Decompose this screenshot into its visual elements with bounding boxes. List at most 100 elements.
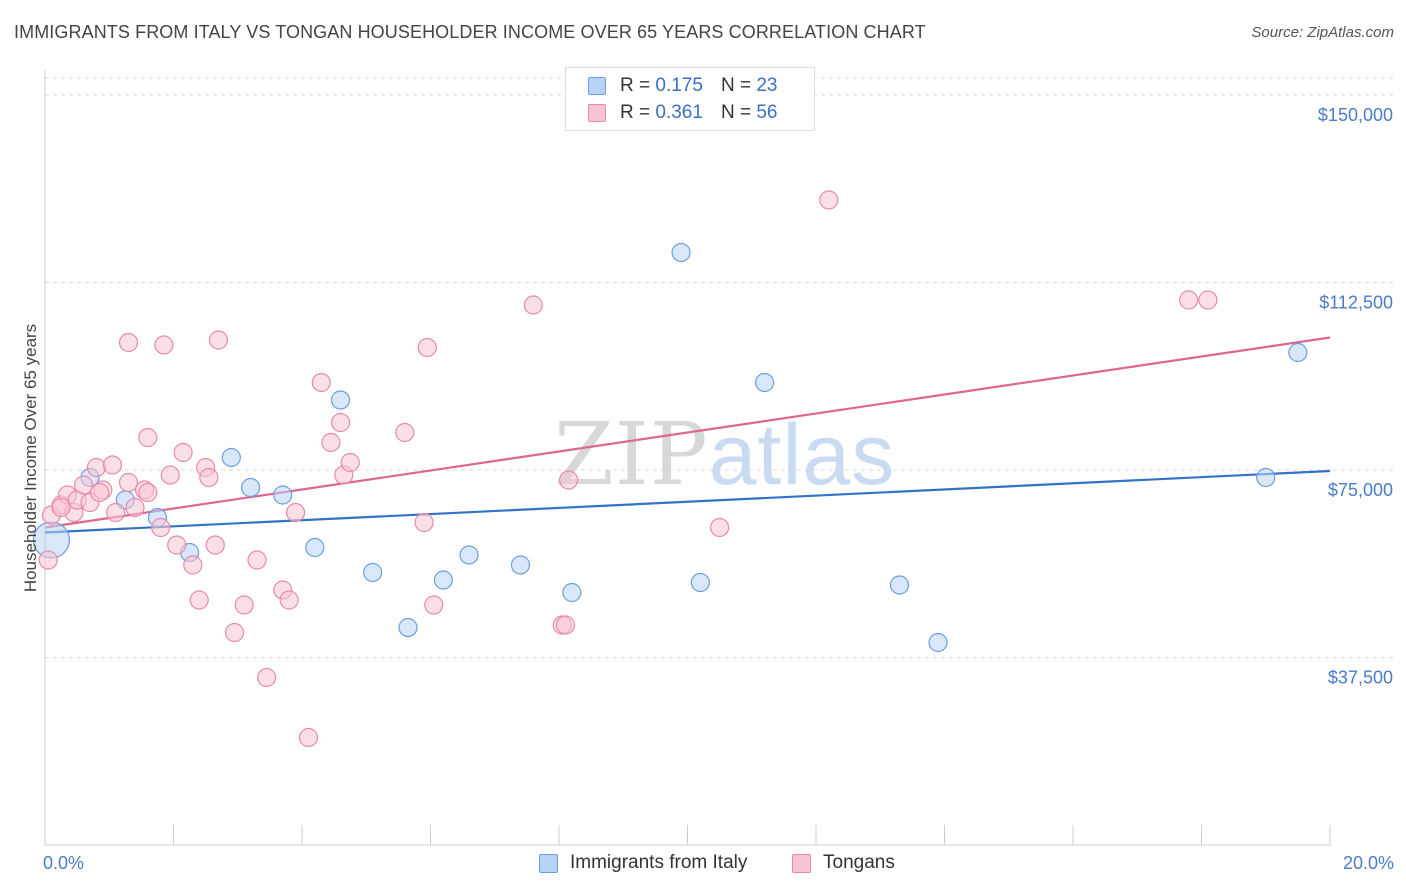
point-italy — [928, 632, 948, 653]
point-tongan — [330, 412, 351, 433]
x-tick-label: 0.0% — [43, 853, 84, 873]
point-tongan — [38, 550, 58, 570]
chart-title: IMMIGRANTS FROM ITALY VS TONGAN HOUSEHOL… — [14, 22, 926, 42]
point-tongan — [710, 517, 730, 538]
legend-item-italy[interactable]: Immigrants from Italy — [539, 852, 747, 874]
point-tongan — [321, 432, 341, 453]
legend-row-tongan: R = 0.361 N = 56 — [588, 101, 777, 125]
point-italy — [671, 242, 691, 263]
point-tongan — [247, 550, 267, 570]
point-tongan — [208, 330, 229, 350]
y-tick-label: $112,500 — [1319, 293, 1393, 313]
point-italy — [510, 555, 531, 575]
source-link[interactable]: ZipAtlas.com — [1307, 24, 1394, 41]
point-italy — [562, 582, 582, 603]
point-tongan — [118, 332, 139, 353]
y-tick-label: $37,500 — [1328, 668, 1393, 688]
legend-swatch-tongan — [792, 853, 811, 873]
source-credit: Source: ZipAtlas.com — [1251, 24, 1394, 41]
legend-item-tongan[interactable]: Tongans — [792, 852, 895, 874]
legend-n-label: N = — [720, 102, 752, 123]
point-italy — [273, 485, 293, 505]
legend-r-value: 0.361 — [655, 102, 703, 123]
point-italy — [690, 572, 710, 593]
y-tick-label: $150,000 — [1318, 105, 1393, 125]
axis-labels: $37,500 $75,000 $112,500 $150,000 0.0% 20.0% H… — [21, 105, 1394, 873]
point-tongan — [138, 427, 158, 448]
point-tongan — [224, 622, 245, 643]
point-italy — [1288, 342, 1308, 363]
point-italy — [459, 545, 479, 565]
point-tongan — [559, 470, 579, 490]
point-tongan — [417, 337, 437, 358]
point-tongan — [523, 295, 543, 315]
point-italy — [330, 390, 351, 410]
point-tongan — [424, 595, 444, 615]
point-tongan — [199, 467, 219, 488]
legend-r-label: R = — [620, 102, 651, 123]
legend-n-value: 23 — [756, 75, 778, 96]
point-tongan — [205, 535, 225, 555]
point-tongan — [102, 455, 123, 475]
point-tongan — [173, 442, 193, 463]
legend-r-label: R = — [620, 75, 651, 96]
watermark-atlas: atlas — [708, 407, 896, 503]
trend-line-tongan — [44, 336, 1331, 529]
point-italy — [363, 562, 383, 583]
point-tongan — [395, 422, 415, 443]
point-tongan — [154, 335, 174, 355]
point-tongan — [73, 475, 94, 495]
legend-row-italy: R = 0.175 N = 23 — [588, 74, 777, 98]
point-tongan — [257, 667, 277, 688]
legend-swatch-tongan — [588, 104, 606, 122]
point-tongan — [1179, 290, 1199, 310]
point-tongan — [167, 535, 187, 555]
legend-r-value: 0.175 — [655, 75, 703, 96]
point-italy — [305, 537, 325, 558]
legend-n-value: 56 — [756, 102, 778, 123]
point-italy — [889, 575, 910, 595]
legend-n-label: N = — [720, 75, 752, 96]
x-tick-label: 20.0% — [1343, 853, 1394, 873]
point-tongan — [555, 615, 576, 635]
point-italy — [221, 447, 241, 468]
point-tongan — [151, 517, 171, 538]
y-axis-title: Householder Income Over 65 years — [21, 324, 40, 592]
point-tongan — [118, 472, 139, 493]
point-tongan — [125, 497, 145, 518]
point-italy — [1256, 467, 1276, 488]
point-tongan — [160, 465, 180, 485]
legend-label-tongan: Tongans — [823, 852, 895, 873]
point-tongan — [285, 502, 306, 523]
legend-swatch-italy — [588, 77, 606, 95]
point-italy — [398, 617, 418, 638]
point-italy — [241, 477, 261, 498]
data-points — [32, 190, 1308, 748]
correlation-legend: R = 0.175 N = 23 R = 0.361 N = 56 — [565, 67, 815, 131]
point-italy — [433, 570, 453, 590]
point-tongan — [311, 372, 331, 393]
point-tongan — [86, 457, 107, 478]
legend-label-italy: Immigrants from Italy — [570, 852, 748, 873]
trend-lines — [44, 336, 1331, 534]
y-tick-label: $75,000 — [1328, 480, 1393, 500]
grid-lines — [45, 77, 1395, 658]
point-tongan — [106, 502, 126, 523]
point-tongan — [138, 482, 158, 503]
trend-line-italy — [44, 469, 1331, 534]
point-tongan — [51, 497, 71, 518]
watermark-zip: ZIP — [554, 405, 709, 505]
point-tongan — [1198, 290, 1218, 310]
point-tongan — [189, 590, 209, 610]
point-tongan — [819, 190, 839, 210]
axes — [44, 70, 1331, 846]
source-label: Source: — [1251, 24, 1308, 41]
zipatlas-watermark: ZIPatlas — [554, 405, 895, 505]
series-legend: Immigrants from Italy Tongans — [0, 852, 1406, 878]
point-tongan — [183, 555, 203, 575]
point-tongan — [234, 595, 254, 615]
point-tongan — [90, 482, 110, 503]
point-tongan — [298, 727, 319, 748]
point-tongan — [414, 512, 434, 533]
